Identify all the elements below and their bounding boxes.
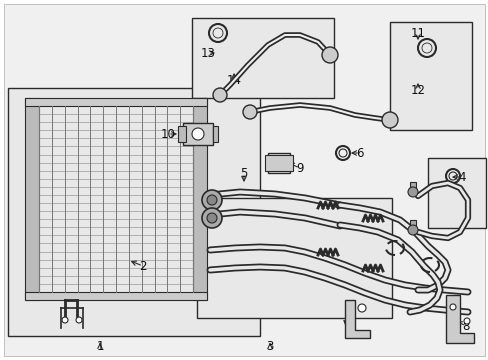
- Polygon shape: [193, 98, 206, 300]
- Text: 7: 7: [347, 321, 355, 334]
- Text: 10: 10: [160, 127, 175, 140]
- Circle shape: [62, 317, 68, 323]
- Bar: [389, 22, 471, 130]
- Circle shape: [407, 225, 417, 235]
- Circle shape: [407, 187, 417, 197]
- Bar: [197, 198, 391, 318]
- Circle shape: [357, 304, 365, 312]
- Circle shape: [206, 213, 217, 223]
- Bar: [264, 155, 292, 171]
- Circle shape: [463, 318, 469, 324]
- Polygon shape: [25, 98, 39, 300]
- Circle shape: [76, 317, 82, 323]
- Bar: [427, 158, 485, 228]
- Circle shape: [213, 88, 226, 102]
- Text: 14: 14: [226, 73, 241, 86]
- Text: 6: 6: [356, 147, 363, 159]
- Polygon shape: [345, 300, 369, 338]
- Text: 5: 5: [240, 166, 247, 180]
- Text: 2: 2: [139, 260, 146, 273]
- Circle shape: [381, 112, 397, 128]
- Text: 4: 4: [457, 171, 465, 184]
- Text: 12: 12: [409, 84, 425, 96]
- Bar: [267, 153, 289, 173]
- Text: 3: 3: [266, 341, 273, 354]
- Circle shape: [321, 47, 337, 63]
- Bar: [409, 182, 415, 192]
- Polygon shape: [25, 98, 206, 106]
- Text: 9: 9: [296, 162, 303, 175]
- Bar: [409, 220, 415, 230]
- Text: 13: 13: [200, 46, 215, 59]
- Bar: [213, 126, 218, 142]
- Text: 1: 1: [96, 341, 103, 354]
- Text: 11: 11: [409, 27, 425, 40]
- Circle shape: [243, 105, 257, 119]
- Circle shape: [192, 128, 203, 140]
- Bar: [192, 18, 333, 98]
- Circle shape: [206, 195, 217, 205]
- Circle shape: [202, 190, 222, 210]
- Text: 8: 8: [461, 320, 469, 333]
- Bar: [8, 88, 260, 336]
- Bar: [183, 123, 213, 145]
- Polygon shape: [25, 292, 206, 300]
- Polygon shape: [445, 295, 473, 343]
- Circle shape: [202, 208, 222, 228]
- Bar: [178, 126, 185, 142]
- Circle shape: [449, 304, 455, 310]
